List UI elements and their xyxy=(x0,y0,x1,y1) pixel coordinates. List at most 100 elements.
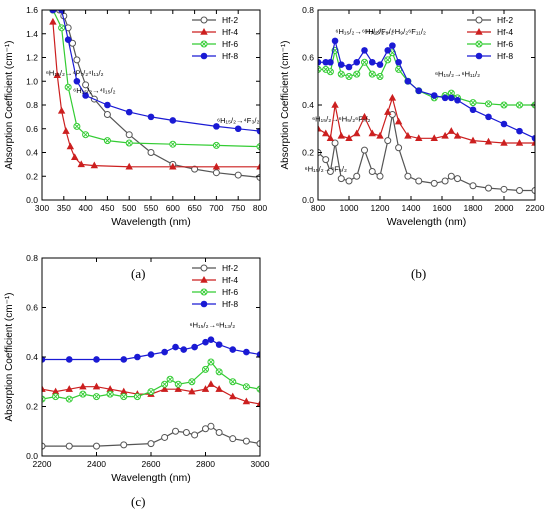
x-tick-label: 400 xyxy=(79,203,93,213)
data-point xyxy=(327,58,334,66)
data-point xyxy=(376,61,384,68)
legend-label: Hf-8 xyxy=(222,51,238,61)
series-line xyxy=(318,95,535,144)
data-point xyxy=(160,385,169,392)
data-point xyxy=(441,131,449,139)
data-point xyxy=(384,56,392,64)
legend-label: Hf-8 xyxy=(497,51,513,61)
legend-marker xyxy=(475,27,483,35)
data-point xyxy=(180,346,187,353)
legend-label: Hf-4 xyxy=(222,275,238,285)
transition-annotation: ⁶H₁₅/₂→⁶H₉/₂⁶F₁₁/₂ xyxy=(365,27,426,36)
y-tick-label: 0.4 xyxy=(26,352,38,362)
data-point xyxy=(256,351,260,358)
data-point xyxy=(234,171,242,179)
data-point xyxy=(326,68,334,76)
x-tick-label: 350 xyxy=(57,203,71,213)
data-point xyxy=(368,129,376,137)
data-point xyxy=(430,179,438,187)
x-tick-label: 1000 xyxy=(340,203,359,213)
data-point xyxy=(133,393,141,401)
data-point xyxy=(174,380,182,388)
legend-marker xyxy=(475,40,483,48)
x-tick-label: 3000 xyxy=(251,459,270,469)
data-point xyxy=(49,10,57,14)
data-point xyxy=(256,385,260,393)
data-point xyxy=(120,356,128,363)
series-hf-2 xyxy=(318,111,535,194)
data-point xyxy=(242,397,251,405)
legend-label: Hf-2 xyxy=(497,15,513,25)
legend-marker xyxy=(475,16,483,24)
legend: Hf-2 Hf-4 Hf-6 Hf-8 xyxy=(192,263,238,309)
y-tick-label: 0.6 xyxy=(26,124,38,134)
transition-annotation: ⁶H₁₅/₂→⁶H₁₁/₂ xyxy=(435,70,480,79)
data-point xyxy=(376,172,384,180)
data-point xyxy=(161,380,169,388)
data-point xyxy=(531,187,535,194)
data-point xyxy=(361,47,368,54)
data-point xyxy=(207,422,215,430)
transition-annotation: ⁶H₁₅/₂→⁴F₃/₂ xyxy=(217,116,259,125)
data-point xyxy=(70,153,79,160)
data-point xyxy=(174,385,182,392)
data-point xyxy=(361,58,368,66)
data-point xyxy=(147,440,155,448)
data-point xyxy=(256,162,260,170)
data-point xyxy=(415,87,423,95)
data-point xyxy=(500,120,508,128)
y-tick-label: 1.0 xyxy=(26,76,38,86)
y-tick-label: 0.0 xyxy=(26,195,38,205)
y-axis-label: Absorption Coefficient (cm⁻¹) xyxy=(4,292,15,421)
y-tick-label: 1.2 xyxy=(26,53,38,63)
data-point xyxy=(441,94,449,102)
data-point xyxy=(515,138,524,146)
data-point xyxy=(447,127,456,134)
x-tick-label: 500 xyxy=(122,203,136,213)
x-tick-label: 550 xyxy=(144,203,158,213)
series-hf-2 xyxy=(49,10,260,181)
y-tick-label: 0.4 xyxy=(26,148,38,158)
y-axis-label: Absorption Coefficient (cm⁻¹) xyxy=(280,40,291,169)
data-point xyxy=(353,129,361,137)
series-line xyxy=(42,339,260,361)
legend-label: Hf-6 xyxy=(222,39,238,49)
data-point xyxy=(322,129,330,137)
data-point xyxy=(353,172,361,180)
data-point xyxy=(207,358,215,366)
data-point xyxy=(345,134,353,141)
data-point xyxy=(404,77,412,85)
data-point xyxy=(42,395,46,403)
x-tick-label: 2000 xyxy=(495,203,514,213)
data-point xyxy=(454,96,461,104)
data-point xyxy=(256,440,260,448)
data-point xyxy=(345,63,353,71)
transition-annotation: ⁶H₁₅/₂→⁴P₇/₂⁴I₁₁/₂ xyxy=(46,68,104,77)
y-tick-label: 0.8 xyxy=(26,100,38,110)
data-point xyxy=(161,348,168,356)
data-point xyxy=(213,123,220,130)
data-point xyxy=(469,106,477,114)
x-tick-label: 300 xyxy=(35,203,49,213)
series-line xyxy=(52,21,260,168)
y-tick-label: 0.8 xyxy=(302,5,314,15)
y-tick-label: 0.6 xyxy=(26,303,38,313)
x-tick-label: 2800 xyxy=(196,459,215,469)
data-point xyxy=(430,134,438,141)
y-tick-label: 1.6 xyxy=(26,5,38,15)
data-point xyxy=(169,162,177,170)
data-point xyxy=(82,81,90,89)
data-point xyxy=(447,89,455,97)
x-tick-label: 2600 xyxy=(142,459,161,469)
x-tick-label: 1800 xyxy=(464,203,483,213)
x-axis-label: Wavelength (nm) xyxy=(387,216,467,228)
data-point xyxy=(368,168,376,175)
legend-marker xyxy=(200,16,208,24)
data-point xyxy=(104,101,111,109)
data-point xyxy=(64,36,72,43)
data-point xyxy=(415,134,423,141)
data-point xyxy=(415,177,423,185)
legend-marker xyxy=(200,40,208,48)
data-point xyxy=(125,108,133,116)
data-point xyxy=(256,127,260,135)
